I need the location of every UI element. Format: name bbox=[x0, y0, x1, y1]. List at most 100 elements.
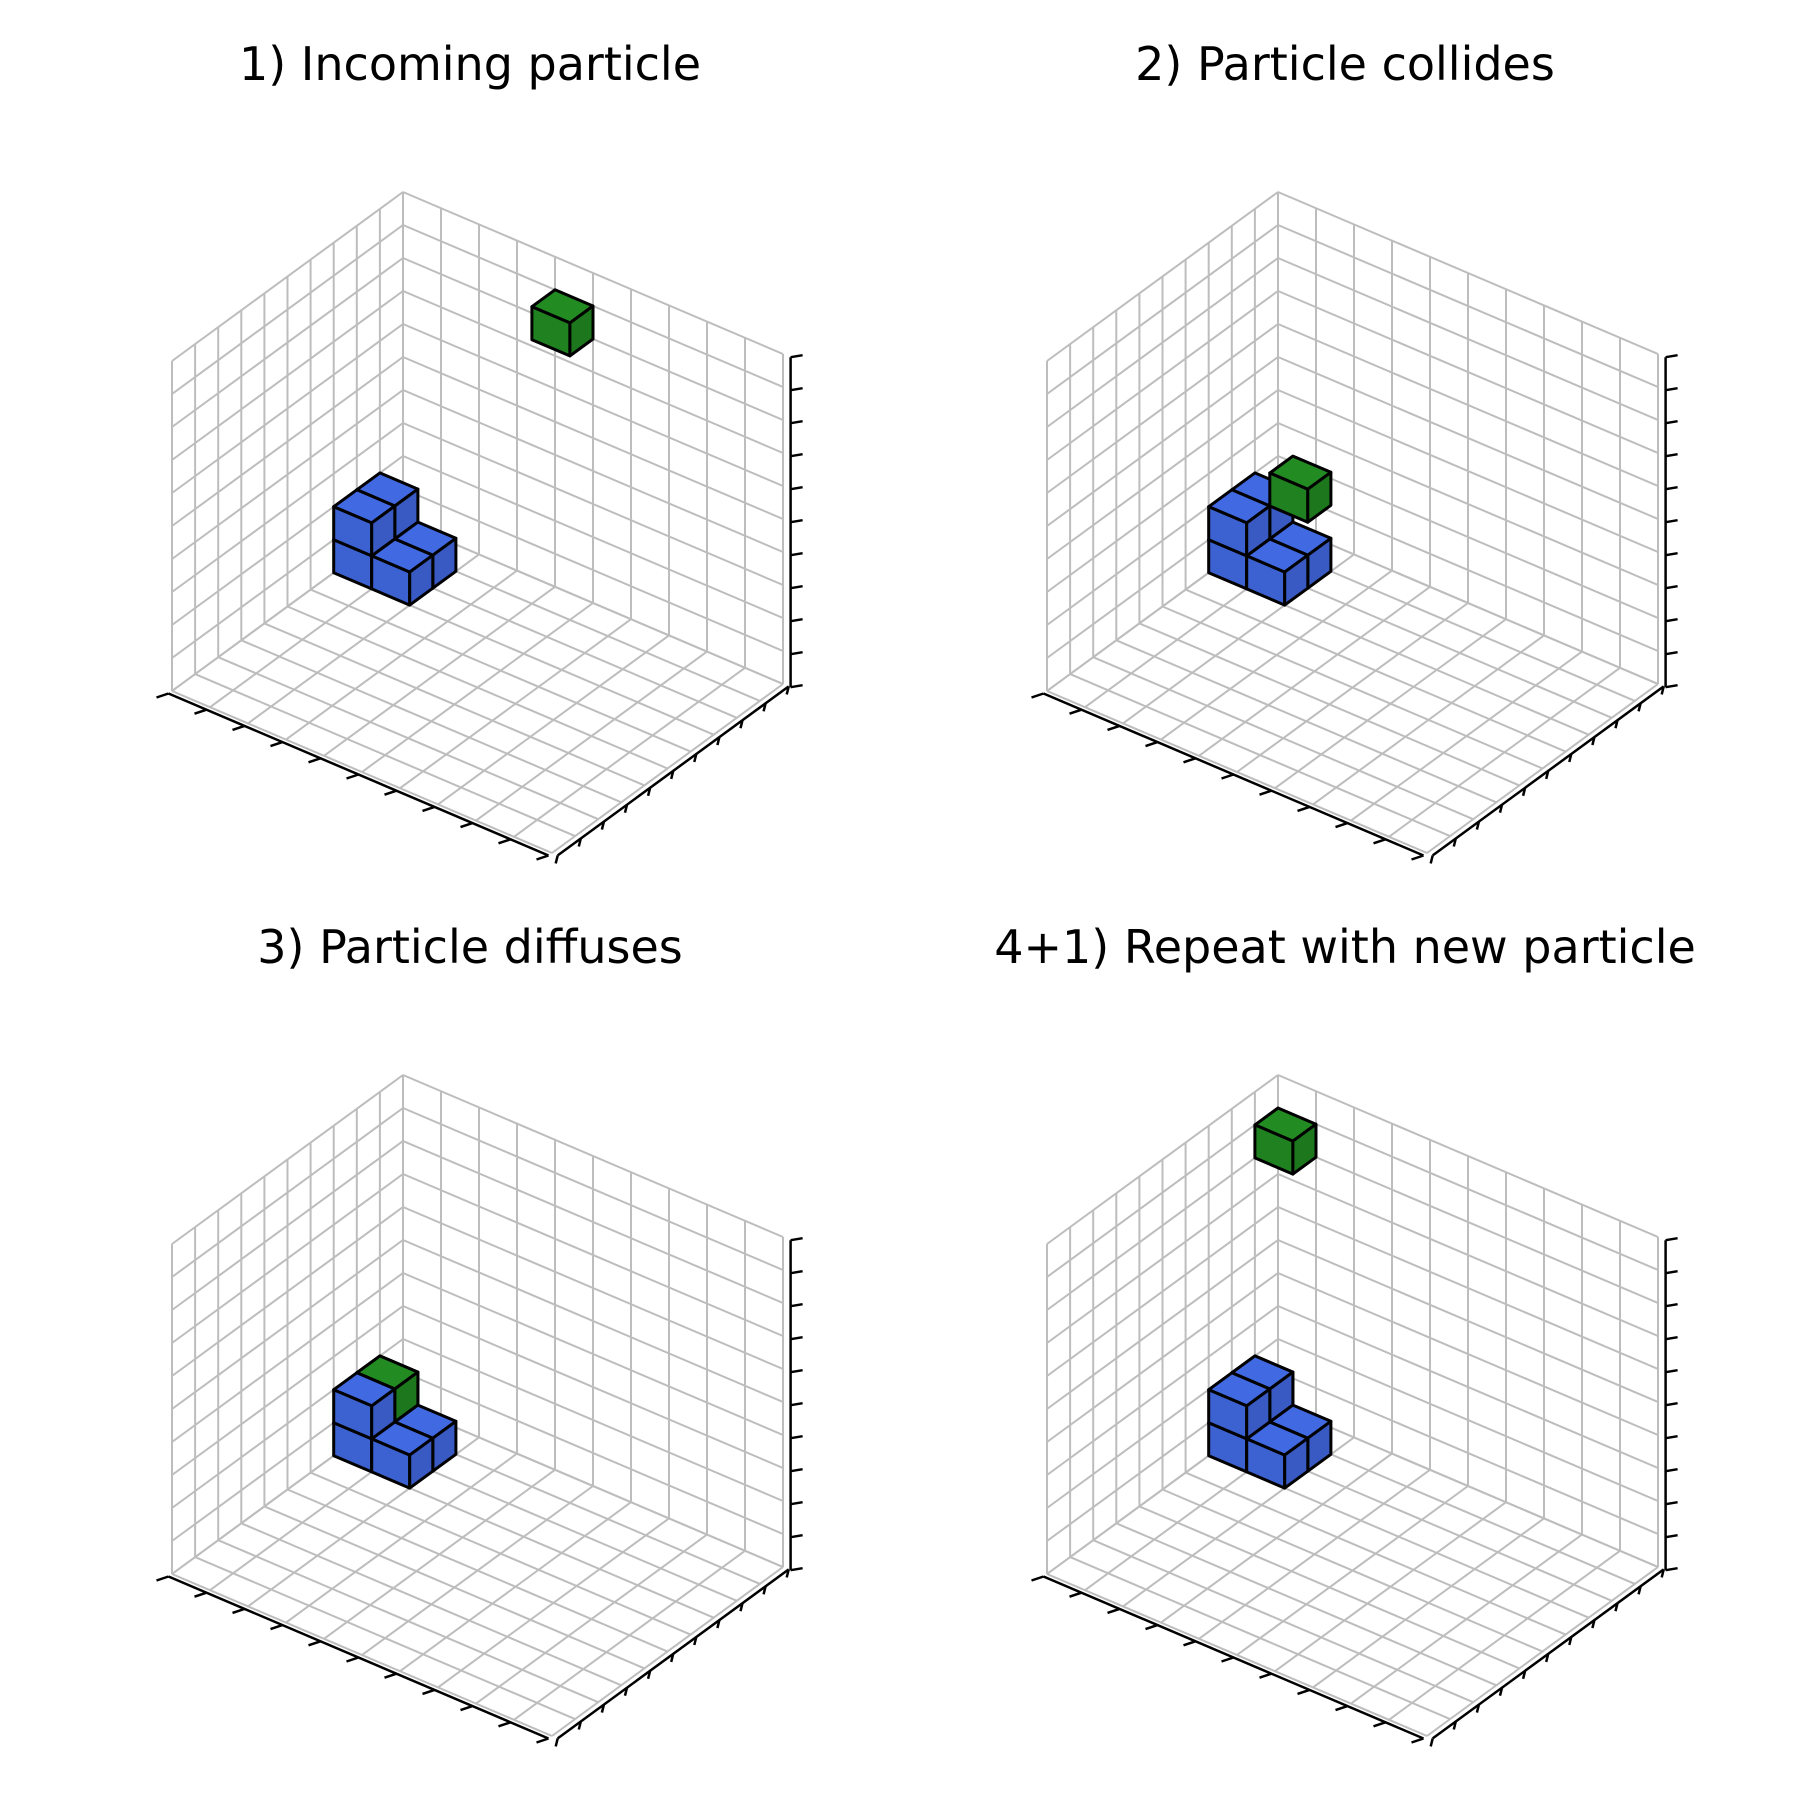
axes bbox=[1031, 353, 1678, 864]
x-axis-tick bbox=[646, 787, 652, 797]
x-axis-tick bbox=[1452, 838, 1458, 847]
z-axis-tick bbox=[790, 1566, 803, 1572]
y-axis-tick bbox=[460, 1704, 473, 1712]
wall-grid-line bbox=[1277, 1206, 1659, 1370]
x-axis-tick bbox=[1429, 1738, 1434, 1747]
y-axis-tick bbox=[1069, 708, 1082, 715]
y-axis-tick bbox=[1335, 821, 1348, 829]
wall-grid-line bbox=[1277, 290, 1659, 454]
floor-grid-line bbox=[1236, 602, 1469, 773]
panel-3: 3) Particle diffuses bbox=[156, 920, 803, 1747]
z-axis-tick bbox=[1665, 1434, 1678, 1440]
floor-grid-line bbox=[1092, 656, 1474, 821]
wall-grid-line bbox=[1277, 1074, 1659, 1238]
grid-panes bbox=[1046, 1074, 1659, 1737]
wall-grid-line bbox=[402, 1140, 784, 1304]
x-axis-tick bbox=[1544, 1653, 1550, 1663]
panel-title-1: 1) Incoming particle bbox=[239, 37, 701, 91]
x-axis-tick bbox=[1660, 1569, 1665, 1578]
cluster-cube bbox=[1207, 488, 1272, 558]
wall-grid-line bbox=[1046, 323, 1279, 494]
z-axis-tick bbox=[790, 1368, 803, 1374]
z-axis-tick bbox=[1665, 1269, 1678, 1275]
floor-grid-line bbox=[1350, 1533, 1583, 1705]
z-axis-tick bbox=[1665, 419, 1678, 425]
floor-grid-line bbox=[399, 1501, 632, 1673]
z-axis-tick bbox=[1665, 1335, 1678, 1341]
wall-grid-line bbox=[171, 1206, 404, 1377]
floor-grid-line bbox=[1350, 650, 1583, 822]
floor-grid-line bbox=[1236, 1485, 1469, 1656]
floor-grid-line bbox=[171, 1573, 553, 1737]
z-axis-tick bbox=[1665, 1368, 1678, 1374]
floor-grid-line bbox=[551, 1566, 784, 1737]
wall-grid-line bbox=[1277, 1140, 1659, 1304]
y-axis-tick bbox=[194, 708, 207, 715]
floor-grid-line bbox=[1312, 634, 1545, 806]
x-axis-tick bbox=[1660, 686, 1665, 695]
y-axis-tick bbox=[1221, 773, 1234, 780]
x-axis-tick bbox=[1521, 787, 1527, 797]
panel-scene-1 bbox=[156, 191, 803, 864]
x-axis-tick bbox=[600, 1704, 606, 1713]
particle-cube bbox=[1268, 454, 1333, 524]
y-axis-tick bbox=[308, 1640, 321, 1647]
wall-grid-line bbox=[1277, 224, 1659, 388]
y-axis-tick bbox=[1259, 789, 1272, 796]
voxels bbox=[1207, 454, 1333, 607]
z-axis-tick bbox=[1665, 1566, 1678, 1572]
axes bbox=[1031, 1236, 1678, 1747]
floor-grid-line bbox=[437, 634, 670, 806]
z-axis-tick bbox=[790, 353, 803, 359]
wall-grid-line bbox=[171, 1173, 404, 1344]
wall-grid-line bbox=[171, 257, 404, 428]
x-axis-tick bbox=[1452, 1721, 1458, 1730]
x-axis-tick bbox=[1498, 804, 1504, 814]
y-axis-tick bbox=[346, 773, 359, 780]
y-axis-tick bbox=[1031, 692, 1044, 699]
panel-title-2: 2) Particle collides bbox=[1135, 37, 1555, 91]
wall-grid-line bbox=[1046, 1107, 1279, 1278]
y-axis-tick bbox=[384, 1672, 397, 1679]
x-axis-tick bbox=[1591, 1619, 1596, 1629]
z-axis-tick bbox=[1665, 1467, 1678, 1473]
x-axis-tick bbox=[1568, 1636, 1573, 1646]
floor-grid-line bbox=[551, 683, 784, 854]
x-axis-tick bbox=[1475, 1704, 1481, 1713]
wall-grid-line bbox=[171, 1140, 404, 1311]
x-axis-tick bbox=[669, 1653, 675, 1663]
voxels bbox=[332, 1354, 458, 1490]
cluster-cube bbox=[1245, 1420, 1310, 1490]
wall-grid-line bbox=[1277, 1107, 1659, 1271]
wall-grid-line bbox=[1046, 224, 1279, 395]
wall-grid-line bbox=[1277, 257, 1659, 421]
x-axis-tick bbox=[1498, 1687, 1504, 1697]
wall-grid-line bbox=[1046, 1173, 1279, 1344]
y-axis-tick bbox=[1183, 1640, 1196, 1647]
floor-grid-line bbox=[361, 1485, 594, 1656]
z-axis-tick bbox=[790, 386, 803, 392]
y-axis-tick bbox=[536, 854, 549, 861]
floor-grid-line bbox=[1426, 1566, 1659, 1737]
x-axis-tick bbox=[646, 1670, 652, 1680]
wall-grid-line bbox=[171, 1239, 404, 1410]
wall-grid-line bbox=[402, 323, 784, 487]
y-axis-tick bbox=[1069, 1591, 1082, 1598]
panel-4: 4+1) Repeat with new particle bbox=[994, 920, 1696, 1747]
x-axis-tick bbox=[1429, 855, 1434, 864]
z-axis-tick bbox=[790, 419, 803, 425]
z-axis-tick bbox=[790, 1236, 803, 1242]
x-axis-tick bbox=[1475, 821, 1481, 830]
x-axis-tick bbox=[762, 702, 767, 712]
panel-1: 1) Incoming particle bbox=[156, 37, 803, 864]
wall-grid-line bbox=[402, 1239, 784, 1403]
y-axis-tick bbox=[1411, 1737, 1424, 1744]
wall-grid-line bbox=[1046, 1239, 1279, 1410]
z-axis-tick bbox=[1665, 386, 1678, 392]
z-axis-tick bbox=[790, 617, 803, 623]
floor-grid-line bbox=[1069, 673, 1451, 838]
z-axis-tick bbox=[1665, 683, 1678, 689]
y-axis-tick bbox=[156, 692, 169, 699]
x-axis-tick bbox=[1637, 702, 1642, 712]
